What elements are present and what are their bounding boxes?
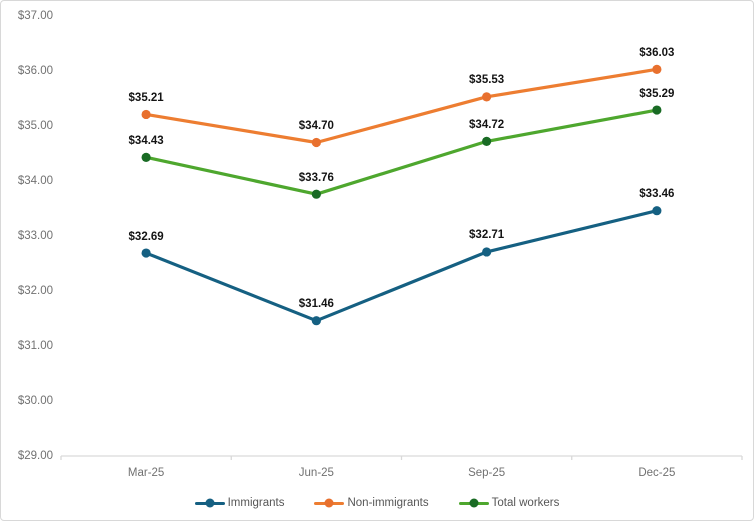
data-label: $34.70 [298,120,334,132]
legend-label: Non-immigrants [347,497,429,509]
y-axis-tick-label: $34.00 [17,175,53,187]
line-marker-icon [194,498,225,509]
data-label: $36.03 [639,46,675,59]
data-label: $33.76 [298,171,334,184]
y-axis-tick-label: $30.00 [17,395,53,407]
x-axis-tick-label: Mar-25 [127,467,165,479]
legend-item-non-immigrants: Non-immigrants [314,497,429,509]
line-marker-icon [314,498,345,509]
x-axis-tick-label: Dec-25 [638,467,676,479]
legend-item-immigrants: Immigrants [194,497,285,509]
data-label: $31.46 [298,298,334,311]
line-marker-icon [458,498,489,509]
data-label: $35.21 [128,91,164,104]
data-label: $33.46 [639,188,675,201]
x-axis-tick-label: Sep-25 [468,467,506,479]
legend-item-total-workers: Total workers [458,497,560,509]
data-label: $34.72 [469,118,505,131]
y-axis-tick-label: $33.00 [17,230,53,242]
data-label: $32.69 [128,230,164,243]
y-axis-tick-label: $36.00 [17,65,53,77]
legend: Immigrants Non-immigrants Total workers [1,495,753,511]
data-label: $34.43 [128,134,164,147]
y-axis-tick-label: $37.00 [17,10,53,22]
x-axis-tick-label: Jun-25 [298,467,334,479]
data-label: $32.71 [469,229,505,242]
data-label: $35.29 [639,87,675,100]
legend-label: Total workers [491,497,560,509]
data-label: $35.53 [469,74,505,87]
y-axis-tick-label: $31.00 [17,340,53,352]
y-axis-tick-label: $32.00 [17,285,53,297]
legend-label: Immigrants [227,497,285,509]
y-axis-tick-label: $35.00 [17,120,53,132]
y-axis-tick-label: $29.00 [17,450,53,462]
